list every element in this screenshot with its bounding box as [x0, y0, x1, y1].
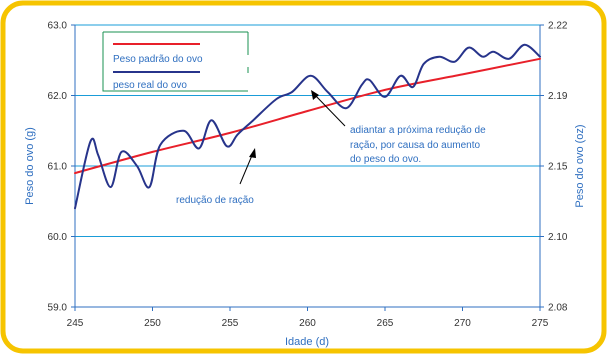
y-tick-label-left: 61.0 [48, 162, 68, 173]
annotation-arrow-1 [239, 152, 254, 185]
y-tick-label-right: 2.19 [548, 91, 568, 102]
grid-lines [75, 24, 540, 237]
legend-frame [102, 31, 249, 92]
y-tick-label-right: 2.08 [548, 303, 568, 314]
y-tick-label-left: 63.0 [48, 21, 68, 32]
y-tick-label-right: 2.10 [548, 232, 568, 243]
x-tick-label: 270 [454, 318, 471, 329]
annotation-advance-line-2: ração, por causa do aumento [350, 140, 481, 151]
annotation-ration-reduction: redução de ração [176, 195, 254, 206]
y-axis-label-right: Peso do ovo (oz) [574, 124, 586, 207]
x-tick-label: 265 [377, 318, 394, 329]
annotation-arrowhead-2 [311, 90, 319, 100]
y-tick-label-left: 59.0 [48, 303, 68, 314]
series-lines [74, 43, 541, 210]
axes [71, 24, 544, 311]
series-line-actual-weight [74, 43, 541, 210]
annotation-advance-line-3: do peso do ovo. [350, 154, 421, 165]
annotation-advance-line-1: adiantar a próxima redução de [350, 125, 486, 136]
annotation-arrow-2 [313, 93, 346, 127]
y-tick-label-left: 62.0 [48, 91, 68, 102]
x-axis-label: Idade (d) [285, 336, 329, 348]
x-tick-label: 250 [144, 318, 161, 329]
series-line-standard-weight [74, 57, 541, 175]
x-tick-label: 260 [299, 318, 316, 329]
legend-label-standard: Peso padrão do ovo [113, 54, 203, 65]
tick-labels: 59.0 2.08 60.0 2.10 61.0 2.15 62.0 2.19 63.0 2.22… [48, 21, 568, 330]
annotation-arrowhead-1 [249, 148, 256, 158]
y-tick-label-right: 2.22 [548, 21, 568, 32]
annotations: redução de ração adiantar a próxima redu… [176, 90, 486, 206]
y-axis-label-left: Peso do ovo (g) [24, 127, 36, 205]
legend-label-actual: peso real do ovo [113, 80, 187, 91]
x-tick-label: 275 [532, 318, 549, 329]
y-tick-label-left: 60.0 [48, 232, 68, 243]
x-tick-label: 255 [222, 318, 239, 329]
x-tick-label: 245 [67, 318, 84, 329]
legend: Peso padrão do ovo peso real do ovo [102, 31, 249, 92]
y-tick-label-right: 2.15 [548, 162, 568, 173]
